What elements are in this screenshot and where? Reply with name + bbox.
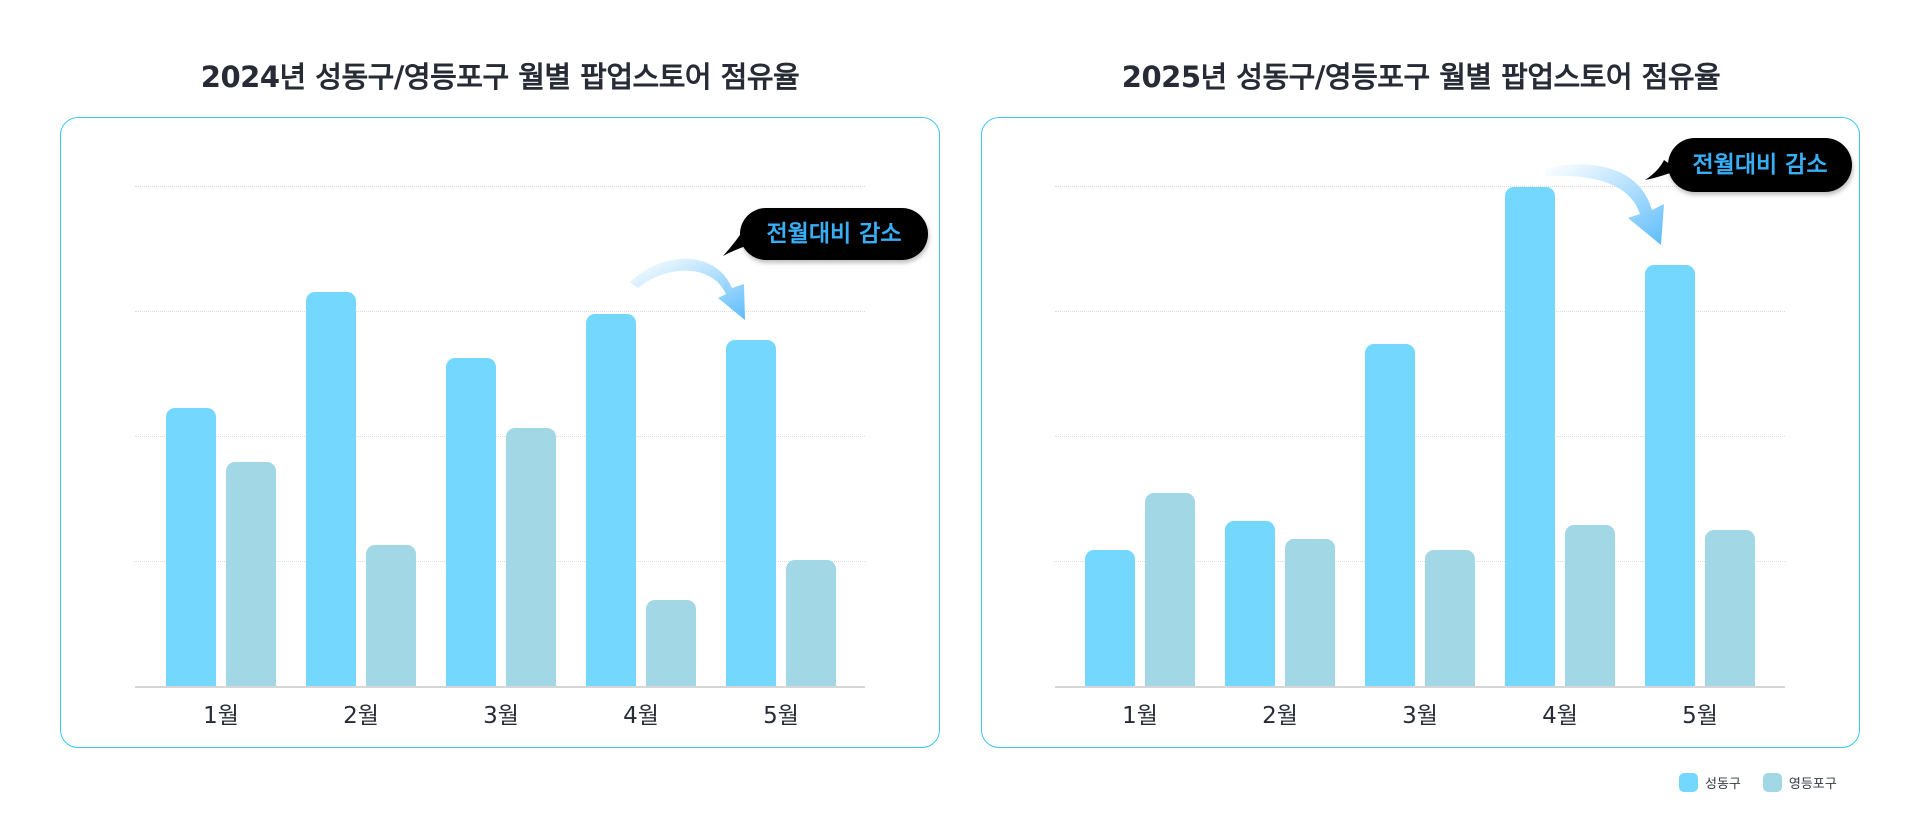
legend-item-seongdong: 성동구: [1679, 772, 1741, 792]
chart-2024-title: 2024년 성동구/영등포구 월별 팝업스토어 점유율: [200, 60, 800, 94]
legend-label: 성동구: [1705, 776, 1741, 792]
legend: 성동구 영등포구: [1679, 772, 1859, 792]
legend-swatch-yeongdeungpo: [1762, 772, 1782, 792]
curved-down-arrow-icon: [1546, 164, 1664, 245]
callout-decrease-2024: 전월대비 감소: [740, 208, 928, 260]
curved-down-arrow-icon: [630, 258, 745, 320]
chart-2025-title: 2025년 성동구/영등포구 월별 팝업스토어 점유율: [1121, 60, 1721, 94]
legend-label: 영등포구: [1788, 776, 1837, 792]
legend-item-yeongdeungpo: 영등포구: [1762, 772, 1837, 792]
legend-swatch-seongdong: [1679, 772, 1698, 792]
chart-2025-card: [981, 117, 1860, 748]
callout-decrease-2025: 전월대비 감소: [1668, 138, 1852, 192]
